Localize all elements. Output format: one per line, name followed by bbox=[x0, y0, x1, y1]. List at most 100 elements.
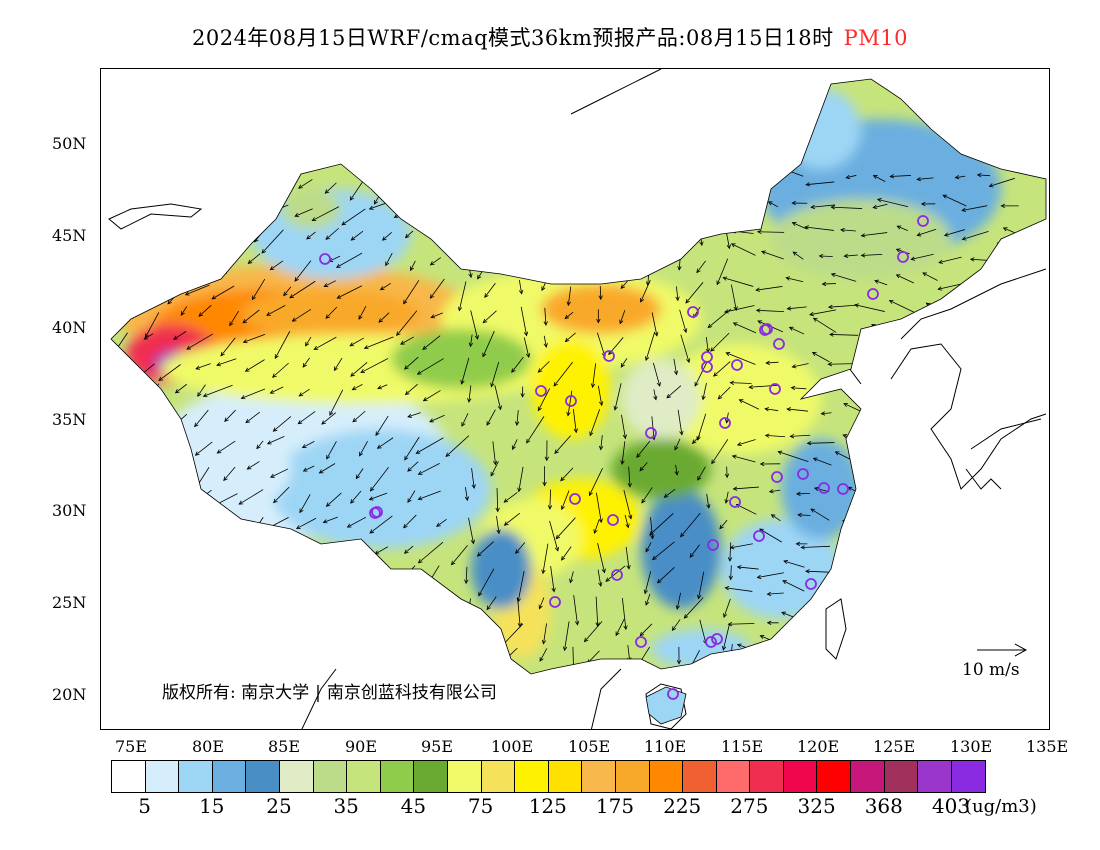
wind-vector bbox=[996, 242, 1017, 255]
wind-vector bbox=[211, 285, 235, 300]
wind-vector bbox=[860, 634, 890, 652]
station-marker[interactable] bbox=[369, 507, 381, 519]
wind-vector bbox=[961, 486, 990, 493]
wind-vector bbox=[650, 517, 655, 540]
wind-vector bbox=[306, 231, 316, 240]
wind-vector bbox=[1004, 332, 1019, 338]
map-canvas[interactable] bbox=[101, 69, 1050, 730]
wind-vector bbox=[729, 543, 753, 550]
wind-vector bbox=[295, 517, 317, 529]
station-marker[interactable] bbox=[705, 636, 717, 648]
station-marker[interactable] bbox=[711, 633, 723, 645]
wind-vector bbox=[614, 255, 627, 270]
wind-vector bbox=[808, 669, 832, 674]
wind-vector bbox=[429, 278, 445, 299]
wind-vector bbox=[434, 227, 445, 243]
station-marker[interactable] bbox=[917, 215, 929, 227]
station-marker[interactable] bbox=[805, 578, 817, 590]
wind-vector bbox=[827, 362, 856, 367]
wind-vector bbox=[137, 493, 156, 509]
station-marker[interactable] bbox=[759, 324, 771, 336]
station-marker[interactable] bbox=[797, 468, 809, 480]
wind-vector bbox=[549, 520, 560, 552]
station-marker[interactable] bbox=[569, 493, 581, 505]
wind-vector bbox=[430, 312, 443, 319]
station-marker[interactable] bbox=[707, 539, 719, 551]
station-marker[interactable] bbox=[897, 251, 909, 263]
wind-vector bbox=[736, 565, 759, 570]
wind-vector bbox=[256, 440, 264, 450]
station-marker[interactable] bbox=[837, 483, 849, 495]
colorbar-segment bbox=[951, 761, 986, 792]
wind-vector bbox=[226, 519, 235, 534]
wind-vector bbox=[843, 253, 858, 259]
wind-vector bbox=[344, 572, 363, 587]
wind-vector bbox=[666, 385, 682, 399]
station-marker[interactable] bbox=[603, 350, 615, 362]
wind-vector bbox=[503, 492, 518, 503]
wind-vector bbox=[407, 461, 419, 472]
station-marker[interactable] bbox=[319, 253, 331, 265]
wind-vector bbox=[734, 175, 755, 183]
station-marker[interactable] bbox=[635, 636, 647, 648]
station-marker[interactable] bbox=[731, 359, 743, 371]
wind-vector bbox=[326, 546, 341, 554]
wind-vector bbox=[133, 621, 157, 640]
station-marker[interactable] bbox=[687, 306, 699, 318]
wind-vector bbox=[976, 172, 991, 178]
station-marker[interactable] bbox=[771, 471, 783, 483]
station-marker[interactable] bbox=[867, 288, 879, 300]
station-marker[interactable] bbox=[773, 338, 785, 350]
wind-vector bbox=[789, 434, 811, 439]
wind-vector bbox=[717, 386, 731, 400]
wind-vector bbox=[119, 358, 129, 368]
wind-vector bbox=[375, 415, 389, 437]
wind-vector bbox=[675, 671, 681, 674]
station-marker[interactable] bbox=[769, 383, 781, 395]
wind-vector bbox=[180, 514, 210, 525]
colorbar-segment bbox=[347, 761, 381, 792]
wind-vector bbox=[117, 410, 129, 428]
colorbar-tick-label: 175 bbox=[595, 794, 635, 818]
wind-vector bbox=[700, 675, 704, 707]
station-marker[interactable] bbox=[611, 569, 623, 581]
wind-vector bbox=[783, 559, 805, 568]
wind-vector bbox=[400, 648, 417, 671]
wind-vector bbox=[742, 200, 755, 205]
station-marker[interactable] bbox=[645, 427, 657, 439]
station-marker[interactable] bbox=[753, 530, 765, 542]
wind-vector bbox=[643, 571, 652, 595]
station-marker[interactable] bbox=[549, 596, 561, 608]
wind-vector bbox=[274, 621, 290, 645]
wind-vector bbox=[393, 203, 419, 218]
station-marker[interactable] bbox=[719, 417, 731, 429]
wind-vector bbox=[427, 621, 446, 647]
wind-vector bbox=[680, 512, 701, 538]
station-marker[interactable] bbox=[607, 514, 619, 526]
wind-vector bbox=[323, 280, 336, 287]
wind-vector bbox=[323, 564, 340, 572]
station-marker[interactable] bbox=[729, 496, 741, 508]
wind-vector bbox=[876, 198, 909, 208]
station-marker[interactable] bbox=[818, 482, 830, 494]
map-panel[interactable] bbox=[100, 68, 1050, 730]
wind-vector bbox=[291, 309, 312, 322]
colorbar-segment bbox=[548, 761, 583, 792]
wind-vector bbox=[369, 515, 393, 534]
pollutant-label: PM10 bbox=[843, 26, 909, 50]
wind-vector bbox=[663, 488, 676, 498]
wind-vector bbox=[564, 332, 576, 343]
wind-vector bbox=[848, 558, 864, 567]
wind-vector bbox=[321, 412, 337, 425]
station-marker[interactable] bbox=[535, 385, 547, 397]
wind-vector bbox=[724, 466, 730, 479]
station-marker[interactable] bbox=[667, 688, 679, 700]
station-marker[interactable] bbox=[701, 361, 713, 373]
wind-vector bbox=[656, 566, 675, 584]
station-marker[interactable] bbox=[565, 395, 577, 407]
wind-vector bbox=[376, 437, 394, 449]
wind-vector bbox=[734, 671, 755, 674]
wind-vector bbox=[358, 305, 367, 320]
wind-vector bbox=[180, 306, 188, 316]
wind-vector bbox=[999, 481, 1016, 489]
